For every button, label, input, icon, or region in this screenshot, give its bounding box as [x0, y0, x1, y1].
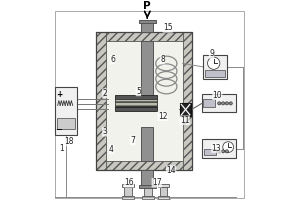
Text: 10: 10	[212, 91, 222, 100]
Circle shape	[225, 102, 229, 105]
Bar	[116, 95, 157, 99]
Bar	[106, 41, 183, 161]
Bar	[139, 185, 156, 188]
Bar	[124, 187, 132, 196]
Text: 11: 11	[180, 116, 189, 125]
Bar	[183, 32, 192, 170]
Text: 15: 15	[163, 23, 172, 32]
Text: 1: 1	[59, 144, 64, 153]
Bar	[116, 99, 157, 107]
Text: 7: 7	[130, 136, 135, 145]
Text: 9: 9	[209, 49, 214, 58]
Bar	[180, 103, 191, 116]
Circle shape	[229, 102, 232, 105]
Text: 12: 12	[158, 112, 167, 121]
Bar	[139, 20, 156, 23]
Bar	[144, 187, 152, 196]
Circle shape	[208, 57, 220, 69]
Text: 4: 4	[109, 145, 114, 154]
Bar	[203, 55, 227, 79]
Text: 16: 16	[124, 178, 134, 187]
Bar	[141, 21, 153, 32]
Circle shape	[221, 150, 225, 153]
Bar	[57, 118, 75, 129]
Text: −: −	[56, 125, 62, 134]
Bar	[141, 170, 153, 187]
Bar	[202, 94, 236, 112]
Bar	[203, 99, 215, 107]
Bar	[122, 184, 134, 187]
Bar	[204, 149, 216, 155]
Bar	[96, 32, 192, 170]
Bar	[96, 161, 192, 170]
Text: P: P	[142, 1, 150, 11]
Bar	[96, 32, 106, 170]
Bar	[158, 184, 169, 187]
Bar	[55, 87, 77, 135]
Text: 14: 14	[166, 166, 176, 175]
Circle shape	[225, 150, 229, 153]
Bar	[160, 187, 167, 196]
Circle shape	[223, 142, 234, 152]
Bar	[116, 107, 157, 111]
Bar	[202, 139, 236, 158]
Bar	[205, 70, 225, 77]
Bar	[96, 32, 192, 41]
Text: +: +	[56, 90, 62, 99]
Circle shape	[218, 102, 221, 105]
Circle shape	[218, 150, 221, 153]
Text: 6: 6	[110, 55, 115, 64]
Bar	[142, 196, 154, 199]
Text: 17: 17	[152, 178, 161, 187]
Circle shape	[221, 102, 225, 105]
Text: 5: 5	[136, 87, 141, 96]
Text: 13: 13	[212, 144, 221, 153]
Text: 3: 3	[102, 127, 107, 136]
Text: 2: 2	[102, 89, 107, 98]
Bar	[141, 41, 153, 99]
Text: 8: 8	[160, 55, 165, 64]
Text: 18: 18	[64, 137, 74, 146]
Bar	[122, 196, 134, 199]
Bar	[141, 127, 153, 161]
Bar	[158, 196, 169, 199]
Bar	[142, 184, 154, 187]
